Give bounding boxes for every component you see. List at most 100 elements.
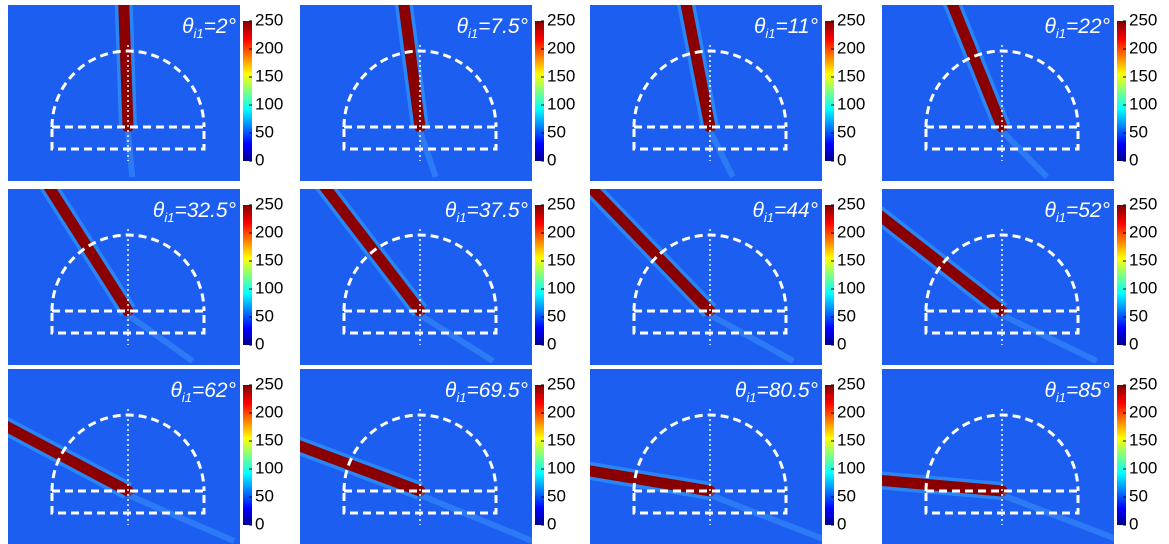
colorbar-tick-label: 100	[1129, 278, 1157, 297]
beam	[43, 189, 134, 317]
angle-label: θi1=62°	[170, 379, 236, 405]
colorbar-tick-label: 250	[547, 10, 575, 29]
beam	[590, 189, 716, 317]
reflection	[708, 492, 822, 542]
colorbar-tick-label: 50	[837, 486, 856, 505]
colorbar-tick-label: 0	[547, 334, 556, 353]
colorbar-tick-label: 250	[1129, 10, 1157, 29]
colorbar	[243, 385, 252, 525]
colorbar-tick-label: 0	[1129, 150, 1138, 169]
colorbar	[1117, 385, 1126, 525]
angle-label: θi1=85°	[1044, 379, 1110, 405]
reflection	[708, 312, 795, 364]
panel: θi1=69.5° 0 50 100 150 200 250	[300, 369, 575, 544]
colorbar-tick-label: 200	[255, 222, 283, 241]
detector-box	[342, 489, 498, 515]
heatmap	[590, 369, 822, 544]
angle-symbol: θ	[153, 199, 165, 222]
beam	[680, 5, 716, 133]
angle-label: θi1=11°	[754, 15, 818, 41]
background	[590, 189, 822, 365]
colorbar	[825, 385, 834, 525]
angle-value: =2°	[204, 15, 236, 38]
angle-value: =85°	[1066, 379, 1110, 402]
colorbar-tick-label: 250	[837, 374, 865, 393]
heatmap	[882, 5, 1114, 181]
reflection	[707, 129, 736, 179]
angle-value: =62°	[192, 379, 236, 402]
detector-box	[924, 309, 1080, 335]
detector-box	[632, 489, 788, 515]
detector-box	[50, 309, 206, 335]
colorbar-tick-label: 0	[837, 150, 846, 169]
panel: θi1=37.5° 0 50 100 150 200 250	[300, 189, 575, 365]
reflection	[418, 312, 495, 364]
colorbar-tick-label: 200	[1129, 38, 1157, 57]
beam	[882, 474, 1008, 497]
angle-subscript: i1	[164, 210, 174, 225]
colorbar-tick-label: 200	[837, 38, 865, 57]
background	[300, 189, 532, 365]
colorbar-tick-label: 150	[837, 430, 865, 449]
angle-subscript: i1	[746, 390, 756, 405]
beam	[319, 189, 426, 317]
colorbar-tick-label: 0	[837, 334, 846, 353]
colorbar-tick-label: 100	[547, 278, 575, 297]
angle-value: =52°	[1066, 199, 1110, 222]
colorbar-tick-label: 50	[547, 122, 566, 141]
angle-symbol: θ	[1044, 199, 1056, 222]
angle-label: θi1=32.5°	[153, 199, 236, 225]
detector-box	[632, 125, 788, 151]
colorbar-tick-label: 200	[837, 222, 865, 241]
colorbar-tick-label: 150	[255, 250, 283, 269]
colorbar-tick-label: 200	[255, 402, 283, 421]
colorbar	[535, 21, 544, 161]
angle-label: θi1=22°	[1044, 15, 1110, 41]
detector-box	[342, 125, 498, 151]
colorbar-tick-label: 0	[837, 514, 846, 533]
angle-label: θi1=69.5°	[445, 379, 528, 405]
angle-value: =80.5°	[756, 379, 818, 402]
colorbar	[825, 205, 834, 345]
colorbar-tick-label: 250	[547, 374, 575, 393]
angle-subscript: i1	[764, 210, 774, 225]
angle-symbol: θ	[735, 379, 747, 402]
colorbar	[243, 21, 252, 161]
angle-label: θi1=7.5°	[457, 15, 528, 41]
background	[590, 369, 822, 544]
angle-value: =44°	[774, 199, 818, 222]
colorbar-tick-label: 50	[837, 306, 856, 325]
colorbar-tick-label: 0	[1129, 334, 1138, 353]
reflection	[1000, 312, 1098, 364]
detector-box	[50, 489, 206, 515]
angle-symbol: θ	[754, 15, 766, 38]
colorbar-tick-label: 0	[547, 514, 556, 533]
angle-label: θi1=52°	[1044, 199, 1110, 225]
colorbar-tick-label: 50	[837, 122, 856, 141]
angle-subscript: i1	[456, 390, 466, 405]
background	[882, 189, 1114, 365]
angle-label: θi1=2°	[182, 15, 236, 41]
beam	[118, 5, 134, 133]
angle-label: θi1=80.5°	[735, 379, 818, 405]
colorbar-tick-label: 150	[255, 430, 283, 449]
colorbar-tick-label: 50	[255, 306, 274, 325]
beam	[398, 5, 426, 133]
colorbar-tick-label: 150	[255, 66, 283, 85]
colorbar-tick-label: 100	[255, 94, 283, 113]
colorbar-tick-label: 100	[547, 94, 575, 113]
colorbar-tick-label: 100	[837, 94, 865, 113]
angle-symbol: θ	[445, 199, 457, 222]
colorbar-tick-label: 150	[837, 250, 865, 269]
heatmap	[8, 189, 240, 365]
colorbar-tick-label: 0	[255, 150, 264, 169]
panel: θi1=52° 0 50 100 150 200 250	[882, 189, 1157, 365]
heatmap	[8, 369, 240, 544]
beam	[300, 440, 426, 497]
colorbar-tick-label: 150	[1129, 430, 1157, 449]
angle-symbol: θ	[182, 15, 194, 38]
angle-value: =22°	[1066, 15, 1110, 38]
detector-box	[924, 125, 1080, 151]
background	[882, 369, 1114, 544]
